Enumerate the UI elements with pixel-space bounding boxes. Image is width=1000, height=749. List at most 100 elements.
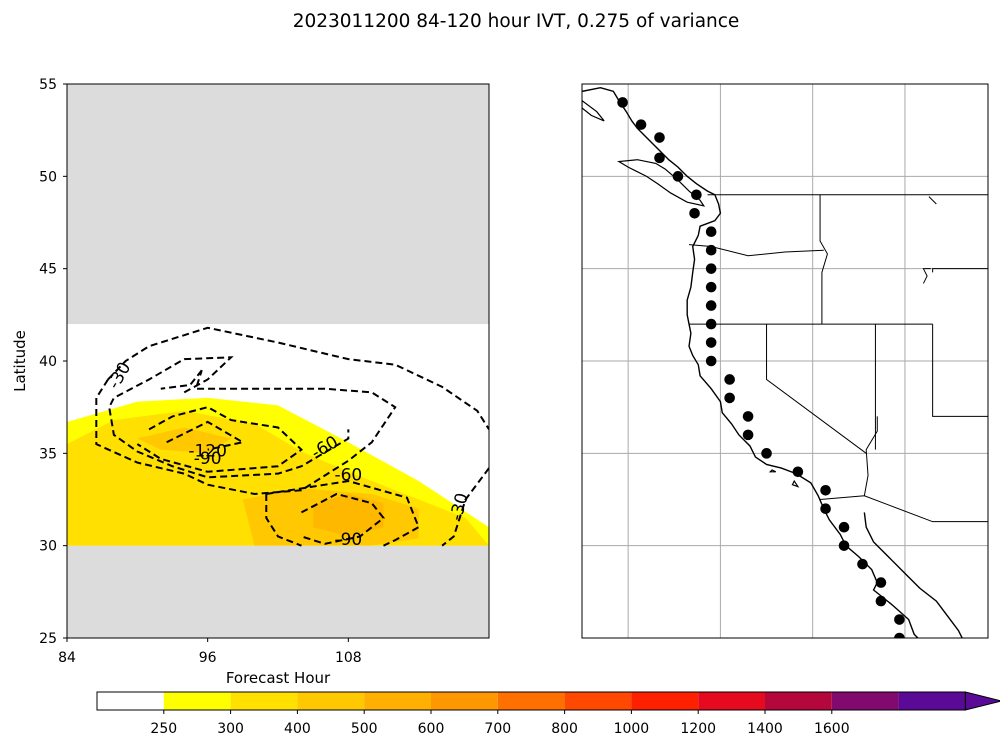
map-boundary-9 [820, 495, 988, 523]
map-point-1 [635, 119, 647, 130]
x-tick-label-2: 108 [335, 650, 362, 666]
map-point-15 [724, 374, 735, 385]
colorbar-frame [96, 691, 966, 711]
map-coastline-gulf [863, 512, 963, 638]
right-panel [581, 83, 989, 639]
contour-line-7 [266, 480, 420, 547]
map-boundary-1 [688, 244, 824, 257]
map-point-22 [820, 503, 831, 515]
colorbar-tick-label-2: 400 [284, 721, 311, 737]
map-point-9 [705, 263, 717, 274]
contour-line-6 [166, 420, 246, 451]
map-point-10 [705, 281, 717, 293]
y-tick-label-0: 25 [39, 631, 57, 647]
left-panel: -30-120-90 -60-60-90-30 84 96 1082530354045… [11, 77, 490, 687]
colorbar-tick-label-7: 1000 [614, 721, 650, 737]
contour-line-1 [95, 369, 397, 495]
map-boundary-5 [766, 324, 867, 454]
contour-line-3 [441, 467, 489, 547]
map-point-17 [742, 411, 754, 422]
map-point-16 [724, 392, 735, 404]
x-tick-label-0: 84 [58, 650, 76, 666]
map-point-18 [742, 429, 754, 441]
map-point-4 [672, 171, 684, 182]
map-frame [581, 83, 989, 639]
y-tick-label-5: 50 [39, 169, 57, 185]
map-point-3 [654, 152, 665, 164]
map-point-6 [689, 207, 700, 219]
map-point-25 [857, 558, 868, 570]
colorbar-tick-label-3: 500 [351, 721, 378, 737]
map-island-2 [791, 479, 800, 488]
colorbar-segment-1 [163, 692, 231, 710]
map-point-29 [894, 632, 905, 638]
colorbar-segment-10 [765, 692, 832, 710]
map-point-26 [875, 577, 887, 588]
y-tick-label-2: 35 [39, 446, 57, 462]
y-axis-label: Latitude [11, 330, 29, 392]
map-point-21 [820, 484, 831, 496]
map-point-23 [838, 521, 850, 533]
map-island-1 [582, 99, 605, 122]
x-axis-label: Forecast Hour [226, 669, 331, 687]
map-island-0 [617, 159, 706, 207]
ivt-fill-region-2 [137, 427, 232, 454]
colorbar-tick-label-8: 1200 [680, 721, 716, 737]
map-point-13 [705, 337, 717, 348]
contour-line-5 [136, 406, 304, 473]
colorbar-segment-7 [564, 692, 632, 710]
y-tick-label-6: 55 [39, 77, 57, 93]
masked-region-bottom [67, 545, 489, 638]
map-boundary-2 [819, 194, 828, 325]
map-point-14 [705, 355, 717, 367]
colorbar-tick-label-10: 1600 [814, 721, 850, 737]
contour-line-9 [300, 492, 385, 545]
map-point-19 [761, 448, 772, 459]
colorbar-segment-2 [230, 692, 298, 710]
colorbar-segment-12 [898, 692, 966, 710]
colorbar-segment-5 [431, 692, 498, 710]
contour-line-0 [107, 326, 489, 430]
map-point-2 [654, 132, 665, 143]
map-boundary-8 [863, 416, 878, 496]
colorbar-tick-label-5: 700 [484, 721, 511, 737]
colorbar-tick-label-6: 800 [551, 721, 578, 737]
map-point-8 [705, 244, 717, 256]
map-point-24 [838, 540, 850, 551]
map-point-28 [894, 614, 905, 625]
colorbar-tick-label-9: 1400 [747, 721, 783, 737]
map-boundary-10 [922, 268, 931, 284]
colorbar-segment-6 [497, 692, 565, 710]
map-point-12 [705, 318, 717, 330]
map-island-3 [768, 469, 777, 473]
colorbar-tick-label-0: 250 [150, 721, 177, 737]
left-plot-area [67, 84, 489, 638]
contour-label-4: -60 [334, 465, 362, 485]
map-boundary-6 [932, 268, 988, 273]
colorbar-segment-9 [698, 692, 765, 710]
contour-label-1: -120 [188, 441, 227, 461]
contour-label-2: -90 [194, 449, 222, 469]
map-boundary-7 [932, 324, 988, 417]
contour-label-5: -90 [334, 530, 362, 550]
contour-line-8 [265, 493, 302, 547]
contour-line-4 [108, 356, 350, 479]
map-point-7 [705, 226, 717, 238]
left-axes: 84 96 108 25 30 35 40 45 50 55 [39, 77, 362, 666]
map-point-11 [705, 300, 717, 311]
colorbar-segment-4 [364, 692, 431, 710]
colorbar-segment-8 [631, 692, 699, 710]
ivt-fill-region-4 [313, 493, 384, 537]
map-point-0 [617, 97, 628, 108]
masked-region-top [67, 84, 489, 325]
map-point-27 [875, 595, 887, 607]
y-tick-label-4: 45 [39, 262, 57, 278]
map-plot-area [582, 84, 988, 638]
colorbar-segment-3 [297, 692, 365, 710]
contour-line-2 [160, 369, 203, 390]
figure-title: 2023011200 84-120 hour IVT, 0.275 of var… [293, 11, 740, 32]
colorbar: 250 300 400 500 600 700 800 1000 1200 1400 1600 [96, 691, 1000, 737]
colorbar-segment-0 [97, 692, 164, 710]
map-point-5 [691, 189, 702, 201]
